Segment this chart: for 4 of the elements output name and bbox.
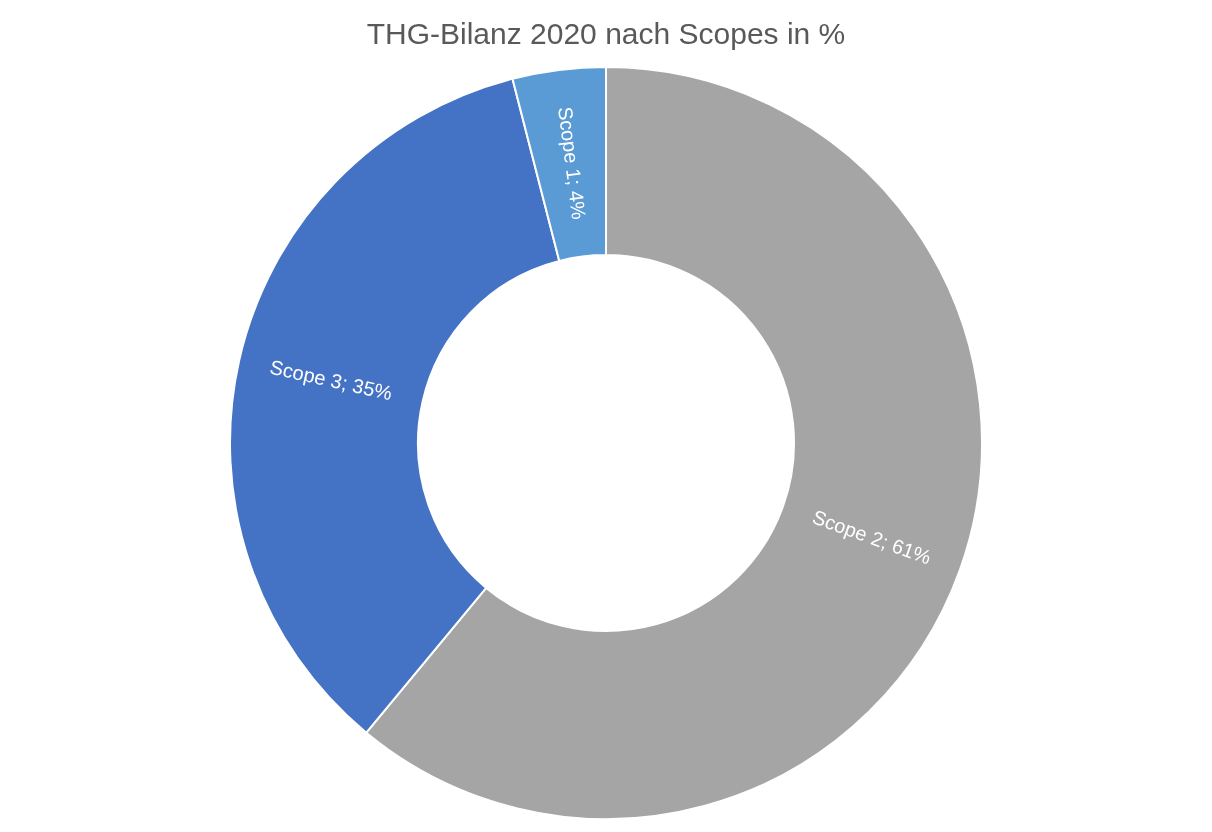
slice-label: Scope 1; 4% xyxy=(554,105,591,221)
slice-label: Scope 3; 35% xyxy=(267,355,395,405)
slice-label: Scope 2; 61% xyxy=(809,505,935,569)
chart-title: THG-Bilanz 2020 nach Scopes in % xyxy=(366,17,846,51)
